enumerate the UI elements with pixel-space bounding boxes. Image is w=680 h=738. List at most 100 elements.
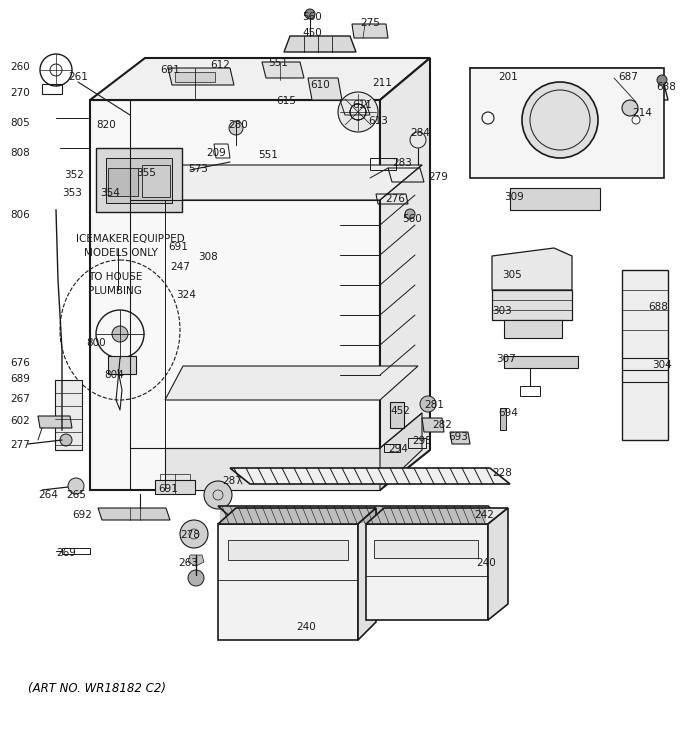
Bar — [520, 386, 540, 396]
Text: 280: 280 — [228, 120, 248, 130]
Polygon shape — [218, 506, 508, 524]
Circle shape — [530, 260, 550, 280]
Bar — [228, 540, 348, 560]
Bar — [142, 165, 170, 197]
Text: 276: 276 — [385, 194, 405, 204]
Text: 355: 355 — [136, 168, 156, 178]
Text: 452: 452 — [390, 406, 410, 416]
Polygon shape — [90, 100, 380, 490]
Polygon shape — [96, 148, 182, 212]
Text: 240: 240 — [296, 622, 316, 632]
Text: 201: 201 — [498, 72, 517, 82]
Text: 279: 279 — [428, 172, 448, 182]
Text: 694: 694 — [498, 408, 518, 418]
Text: 806: 806 — [10, 210, 30, 220]
Text: 615: 615 — [276, 96, 296, 106]
Text: (ART NO. WR18182 C2): (ART NO. WR18182 C2) — [28, 682, 166, 695]
Polygon shape — [218, 524, 358, 640]
Polygon shape — [230, 468, 510, 484]
Text: 691: 691 — [160, 65, 180, 75]
Text: 805: 805 — [10, 118, 30, 128]
Text: 211: 211 — [372, 78, 392, 88]
Text: 551: 551 — [268, 58, 288, 68]
Text: 282: 282 — [432, 420, 452, 430]
Bar — [160, 474, 190, 480]
Polygon shape — [165, 448, 380, 490]
Polygon shape — [218, 508, 376, 524]
Polygon shape — [284, 36, 356, 52]
Text: 265: 265 — [66, 490, 86, 500]
Circle shape — [622, 100, 638, 116]
Text: 283: 283 — [392, 158, 412, 168]
Circle shape — [420, 396, 436, 412]
Text: 214: 214 — [632, 108, 652, 118]
Bar — [175, 72, 215, 82]
Text: 800: 800 — [86, 338, 105, 348]
Polygon shape — [366, 524, 488, 620]
Text: 687: 687 — [618, 72, 638, 82]
Circle shape — [405, 209, 415, 219]
Text: 560: 560 — [402, 214, 422, 224]
Polygon shape — [492, 290, 572, 320]
Polygon shape — [165, 366, 418, 400]
Text: 295: 295 — [412, 436, 432, 446]
Polygon shape — [504, 356, 578, 368]
Text: 324: 324 — [176, 290, 196, 300]
Polygon shape — [38, 416, 72, 428]
Polygon shape — [380, 58, 430, 490]
Text: 261: 261 — [68, 72, 88, 82]
Polygon shape — [622, 270, 668, 440]
Circle shape — [60, 434, 72, 446]
Text: 691: 691 — [158, 484, 178, 494]
Circle shape — [657, 75, 667, 85]
Bar — [500, 408, 506, 430]
Text: 689: 689 — [10, 374, 30, 384]
Polygon shape — [188, 555, 204, 566]
Bar — [108, 168, 138, 196]
Text: 610: 610 — [310, 80, 330, 90]
Text: 260: 260 — [10, 62, 30, 72]
Text: 270: 270 — [10, 88, 30, 98]
Text: 303: 303 — [492, 306, 512, 316]
Text: 560: 560 — [302, 12, 322, 22]
Text: 240: 240 — [476, 558, 496, 568]
Polygon shape — [358, 508, 376, 640]
Text: 450: 450 — [302, 28, 322, 38]
Text: 551: 551 — [258, 150, 278, 160]
Polygon shape — [55, 380, 82, 450]
Polygon shape — [504, 320, 562, 338]
Polygon shape — [352, 24, 388, 38]
Circle shape — [68, 478, 84, 494]
Polygon shape — [488, 508, 508, 620]
Text: 294: 294 — [388, 444, 408, 454]
Text: 304: 304 — [652, 360, 672, 370]
Text: 602: 602 — [10, 416, 30, 426]
Text: 353: 353 — [62, 188, 82, 198]
Bar — [155, 480, 195, 494]
Text: 611: 611 — [352, 100, 372, 110]
Polygon shape — [168, 68, 234, 85]
Text: 263: 263 — [178, 558, 198, 568]
Polygon shape — [380, 413, 422, 490]
Text: 613: 613 — [368, 116, 388, 126]
Circle shape — [112, 326, 128, 342]
Circle shape — [180, 520, 208, 548]
Text: 278: 278 — [180, 530, 200, 540]
Text: ICEMAKER EQUIPPED: ICEMAKER EQUIPPED — [76, 234, 185, 244]
Circle shape — [536, 266, 544, 274]
Text: 267: 267 — [10, 394, 30, 404]
Polygon shape — [422, 418, 444, 432]
Text: TO HOUSE: TO HOUSE — [88, 272, 142, 282]
Text: 242: 242 — [474, 510, 494, 520]
Circle shape — [522, 82, 598, 158]
Polygon shape — [470, 68, 668, 100]
Text: 804: 804 — [104, 370, 124, 380]
Text: 281: 281 — [424, 400, 444, 410]
Text: 275: 275 — [360, 18, 380, 28]
Bar — [510, 188, 600, 210]
Text: 228: 228 — [492, 468, 512, 478]
Circle shape — [188, 570, 204, 586]
Circle shape — [305, 9, 315, 19]
Bar — [390, 402, 404, 428]
Bar — [108, 356, 136, 374]
